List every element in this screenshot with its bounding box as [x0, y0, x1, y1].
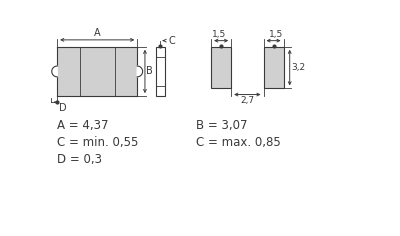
Polygon shape [137, 66, 143, 77]
Text: C = min. 0,55: C = min. 0,55 [57, 136, 138, 149]
Text: 1,5: 1,5 [212, 30, 226, 39]
Text: B: B [146, 67, 153, 76]
Text: D: D [60, 103, 67, 113]
Text: D = 0,3: D = 0,3 [57, 153, 102, 166]
Text: 2,7: 2,7 [240, 96, 254, 105]
Bar [211, 47, 231, 88]
Text: 3,2: 3,2 [291, 63, 305, 72]
Bar [57, 47, 137, 96]
Bar [156, 47, 165, 96]
Text: C: C [168, 36, 175, 46]
Text: C = max. 0,85: C = max. 0,85 [196, 136, 280, 149]
Bar [264, 47, 284, 88]
Text: A = 4,37: A = 4,37 [57, 119, 109, 132]
Text: B = 3,07: B = 3,07 [196, 119, 247, 132]
Text: 1,5: 1,5 [268, 30, 283, 39]
Text: A: A [94, 28, 100, 38]
Polygon shape [52, 66, 57, 77]
